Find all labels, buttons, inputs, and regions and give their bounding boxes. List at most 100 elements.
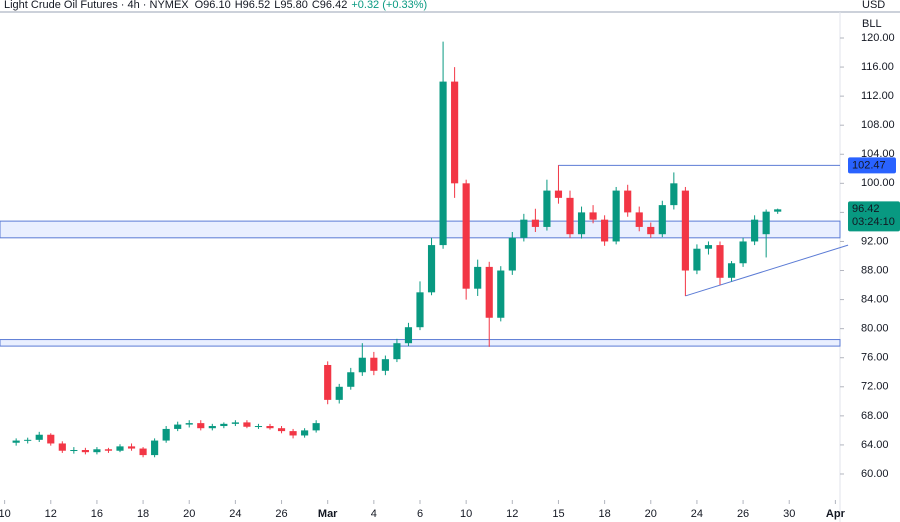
candle-body xyxy=(266,426,274,429)
candle-body xyxy=(277,428,286,432)
close: C96.42 xyxy=(312,0,347,11)
x-tick-label: Mar xyxy=(318,508,338,520)
candle-body xyxy=(462,183,470,289)
candle-body xyxy=(704,245,713,249)
x-tick-label: 20 xyxy=(183,508,195,520)
y-tick-label: 76.00 xyxy=(861,352,889,364)
candle-body xyxy=(577,212,586,235)
zone xyxy=(0,339,841,347)
x-tick-label: 24 xyxy=(229,508,241,520)
candle-body xyxy=(335,386,343,400)
candle-body xyxy=(635,212,643,227)
candle-body xyxy=(104,449,113,451)
candle-body xyxy=(381,359,389,371)
x-tick-label: 18 xyxy=(137,508,149,520)
candle-body xyxy=(670,183,678,206)
candle-body xyxy=(762,211,770,235)
candle-body xyxy=(658,205,666,235)
candle-body xyxy=(716,245,724,278)
candle-body xyxy=(324,364,332,400)
x-tick-label: 6 xyxy=(417,508,423,520)
candle-body xyxy=(70,450,78,452)
candle-body xyxy=(370,357,378,371)
candle-body xyxy=(393,343,401,360)
candle-body xyxy=(254,426,263,428)
y-tick-label: 88.00 xyxy=(861,264,889,276)
candle-body xyxy=(116,446,124,451)
x-tick-label: 16 xyxy=(91,508,103,520)
unit: BLL xyxy=(862,18,882,30)
change: +0.32 (+0.33%) xyxy=(351,0,427,11)
y-tick-label: 104.00 xyxy=(861,148,895,160)
x-tick-label: 26 xyxy=(275,508,287,520)
candle-body xyxy=(208,426,216,429)
candle-body xyxy=(693,248,701,271)
chart-header: Light Crude Oil Futures · 4h · NYMEX O96.… xyxy=(4,0,427,11)
candle-body xyxy=(531,219,539,227)
last-price-label: 96.42 xyxy=(852,203,880,215)
x-tick-label: 12 xyxy=(506,508,518,520)
y-tick-label: 80.00 xyxy=(861,323,889,335)
x-tick-label: 20 xyxy=(645,508,657,520)
y-tick-label: 60.00 xyxy=(861,468,889,480)
trendline xyxy=(685,244,849,297)
last-price-box xyxy=(848,201,900,232)
x-tick-label: 12 xyxy=(45,508,57,520)
resistance-label-box xyxy=(848,157,896,174)
candle-body xyxy=(739,241,747,264)
candle-body xyxy=(174,424,182,429)
candle-body xyxy=(12,440,20,443)
title: Light Crude Oil Futures · 4h · NYMEX xyxy=(4,0,189,11)
candle-body xyxy=(451,81,459,184)
candle-body xyxy=(185,423,193,425)
candle-body xyxy=(508,237,516,271)
x-tick-label: 26 xyxy=(737,508,749,520)
candle-body xyxy=(601,219,609,242)
candle-body xyxy=(358,357,366,373)
y-tick-label: 72.00 xyxy=(861,381,889,393)
candle-body xyxy=(485,266,493,318)
y-tick-label: 108.00 xyxy=(861,119,895,131)
y-tick-label: 64.00 xyxy=(861,439,889,451)
candle-body xyxy=(589,212,597,220)
candle-body xyxy=(474,266,482,289)
candle-body xyxy=(681,190,689,271)
zone xyxy=(0,220,841,239)
candle-body xyxy=(624,190,632,213)
candle-body xyxy=(24,439,32,441)
y-tick-label: 116.00 xyxy=(861,61,894,73)
candle-body xyxy=(81,450,89,453)
x-tick-label: 15 xyxy=(552,508,564,520)
candle-body xyxy=(243,422,251,427)
candle-body xyxy=(520,219,528,238)
y-tick-label: 84.00 xyxy=(861,293,889,305)
candle-body xyxy=(497,270,505,318)
candle-body xyxy=(35,434,43,440)
low: L95.80 xyxy=(274,0,308,11)
y-tick-label: 120.00 xyxy=(861,32,895,44)
candle-body xyxy=(416,292,424,328)
candle-body xyxy=(427,245,436,293)
candle-body xyxy=(47,434,55,444)
y-tick-label: 68.00 xyxy=(861,410,889,422)
candle-body xyxy=(139,448,147,456)
open: O96.10 xyxy=(195,0,231,11)
candle-body xyxy=(301,430,309,436)
currency: USD xyxy=(862,0,885,11)
y-tick-label: 100.00 xyxy=(861,177,895,189)
candle-body xyxy=(220,423,228,427)
candle-body xyxy=(774,209,782,212)
x-tick-label: Apr xyxy=(826,508,846,520)
candle-body xyxy=(404,327,413,344)
x-tick-label: 30 xyxy=(783,508,795,520)
candle-body xyxy=(162,428,170,441)
candle-body xyxy=(566,197,574,235)
candle-body xyxy=(647,226,655,235)
candle-body xyxy=(58,443,66,451)
x-tick-label: 18 xyxy=(598,508,610,520)
candle-body xyxy=(93,449,101,453)
candle-body xyxy=(347,372,355,387)
candle-body xyxy=(151,440,159,456)
y-tick-label: 92.00 xyxy=(861,235,889,247)
